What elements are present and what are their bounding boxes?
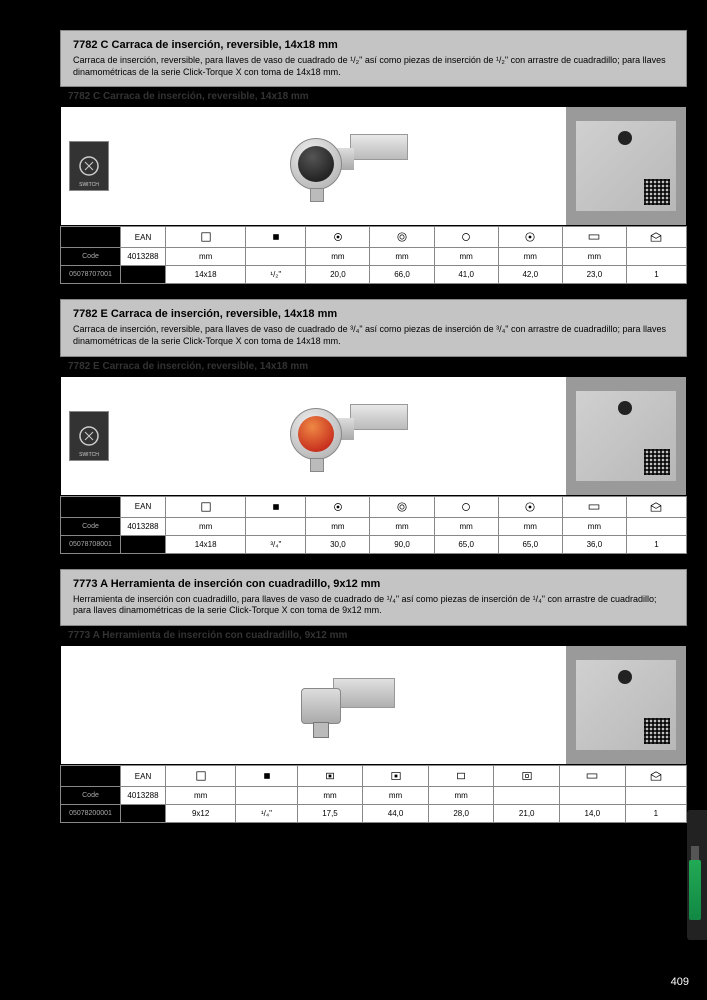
catalog-page: 7782 C Carraca de inserción, reversible,… <box>0 0 707 858</box>
product-image-row: SWITCH <box>60 376 687 496</box>
code-value: 05078707001 <box>61 266 121 284</box>
code-label: Code <box>61 787 121 805</box>
code-value: 05078708001 <box>61 535 121 553</box>
product-subtitle: 7782 E Carraca de inserción, reversible,… <box>60 357 687 376</box>
code-label: Code <box>61 248 121 266</box>
ean-header: EAN <box>121 227 166 248</box>
switch-label: SWITCH <box>70 452 108 458</box>
product-subtitle: 7782 C Carraca de inserción, reversible,… <box>60 87 687 106</box>
qr-panel <box>566 377 686 495</box>
product-block-1: 7782 C Carraca de inserción, reversible,… <box>60 30 687 284</box>
product-title: 7773 A Herramienta de inserción con cuad… <box>73 578 674 590</box>
product-image <box>117 107 566 225</box>
product-image <box>117 377 566 495</box>
switch-label: SWITCH <box>70 182 108 188</box>
spec-table: EAN Code 4013288 mm mm mm mm mm mm <box>60 496 687 554</box>
product-header: 7773 A Herramienta de inserción con cuad… <box>60 569 687 626</box>
product-image-row: SWITCH <box>60 106 687 226</box>
ean-header: EAN <box>121 766 166 787</box>
ean-value: 4013288 <box>121 517 166 535</box>
spec-table: EAN Code 4013288 mm mm mm mm mm mm <box>60 226 687 284</box>
product-block-2: 7782 E Carraca de inserción, reversible,… <box>60 299 687 553</box>
product-description: Herramienta de inserción con cuadradillo… <box>73 594 674 617</box>
page-number: 409 <box>671 976 689 988</box>
product-description: Carraca de inserción, reversible, para l… <box>73 55 674 78</box>
product-image <box>109 646 566 764</box>
product-title: 7782 C Carraca de inserción, reversible,… <box>73 39 674 51</box>
product-title: 7782 E Carraca de inserción, reversible,… <box>73 308 674 320</box>
product-header: 7782 E Carraca de inserción, reversible,… <box>60 299 687 356</box>
ean-value: 4013288 <box>121 787 166 805</box>
screwdriver-icon <box>689 860 701 920</box>
ean-header: EAN <box>121 496 166 517</box>
ean-value: 4013288 <box>121 248 166 266</box>
product-subtitle: 7773 A Herramienta de inserción con cuad… <box>60 626 687 645</box>
code-label: Code <box>61 517 121 535</box>
qr-panel <box>566 646 686 764</box>
switch-icon: SWITCH <box>69 141 109 191</box>
code-value: 05078200001 <box>61 805 121 823</box>
product-image-row <box>60 645 687 765</box>
product-header: 7782 C Carraca de inserción, reversible,… <box>60 30 687 87</box>
product-block-3: 7773 A Herramienta de inserción con cuad… <box>60 569 687 823</box>
switch-icon: SWITCH <box>69 411 109 461</box>
spec-table: EAN Code 4013288 mm mm mm mm <box>60 765 687 823</box>
qr-panel <box>566 107 686 225</box>
product-description: Carraca de inserción, reversible, para l… <box>73 324 674 347</box>
